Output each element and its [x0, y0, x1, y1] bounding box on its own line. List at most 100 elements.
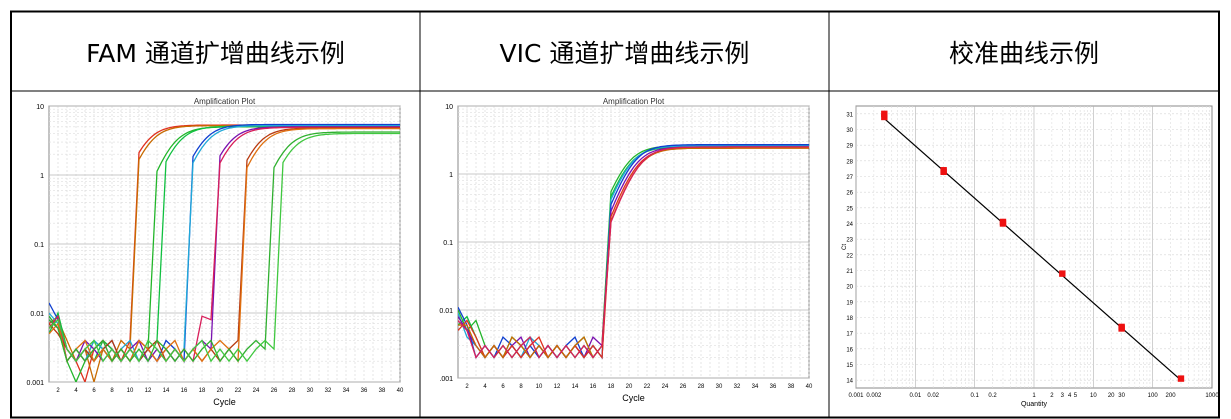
series-group [49, 123, 400, 382]
x-tick-label: 1 [1032, 393, 1036, 399]
header-vic: VIC 通道扩增曲线示例 [499, 38, 750, 68]
x-tick-label: 4 [74, 388, 78, 394]
x-tick-label: 34 [343, 388, 350, 394]
y-tick-label: 31 [846, 112, 853, 118]
x-tick-label: 0.1 [970, 393, 979, 399]
standard-curve-fit-line [883, 118, 1182, 381]
x-tick-label: 0.01 [909, 393, 921, 399]
x-tick-label: 6 [92, 388, 96, 394]
x-tick-label: 10 [127, 388, 134, 394]
series-group [458, 144, 809, 360]
x-tick-label: 10 [536, 384, 543, 390]
x-tick-label: 34 [752, 384, 759, 390]
y-tick-label: .001 [439, 376, 453, 383]
series-line [458, 145, 809, 360]
vic-amplification-panel: Amplification Plot 10 1 0.1 0.01.001 2 4 6 8 10 12… [425, 92, 825, 417]
y-tick-label: 0.001 [26, 380, 44, 387]
x-tick-label: 12 [145, 388, 152, 394]
x-tick-label: 18 [608, 384, 615, 390]
x-tick-label: 36 [361, 388, 368, 394]
x-tick-label: 100 [1148, 393, 1159, 399]
x-tick-label: 30 [716, 384, 723, 390]
x-tick-label: 0.001 [848, 393, 864, 399]
x-tick-label: 32 [325, 388, 332, 394]
x-tick-label: 20 [217, 388, 224, 394]
plot-title: Amplification Plot [194, 97, 256, 106]
y-tick-label: 0.1 [443, 240, 453, 247]
data-point [1118, 325, 1125, 332]
y-tick-label: 20 [846, 285, 853, 291]
x-tick-label: 0.2 [988, 393, 997, 399]
x-tick-label: 38 [788, 384, 795, 390]
x-tick-label: 1000 [1205, 393, 1219, 399]
x-tick-label: 14 [572, 384, 579, 390]
series-line [49, 132, 400, 363]
x-tick-label: 28 [289, 388, 296, 394]
x-tick-label: 22 [644, 384, 651, 390]
x-tick-label: 32 [734, 384, 741, 390]
x-tick-label: 26 [680, 384, 687, 390]
x-tick-label: 0.02 [927, 393, 939, 399]
x-tick-label: 24 [253, 388, 260, 394]
x-tick-label: 2 [465, 384, 469, 390]
x-axis-label: Quantity [1021, 401, 1048, 408]
x-tick-label: 30 [1118, 393, 1125, 399]
y-tick-label: 26 [846, 191, 853, 197]
y-tick-label: 19 [846, 300, 853, 306]
y-tick-label: 10 [445, 104, 453, 111]
data-point [881, 110, 888, 118]
series-line [458, 144, 809, 360]
data-point [940, 167, 947, 174]
x-tick-label: 22 [235, 388, 242, 394]
plot-title: Amplification Plot [603, 97, 665, 106]
fam-amplification-panel: Amplification Plot 10 1 0.1 0.01 0.001 2 4 6 8 10 1… [16, 92, 416, 417]
y-tick-label: 1 [40, 173, 44, 180]
y-tick-label: 1 [449, 172, 453, 179]
x-tick-label: 8 [110, 388, 114, 394]
x-tick-label: 20 [626, 384, 633, 390]
y-tick-label: 27 [846, 175, 853, 181]
x-tick-label: 3 [1061, 393, 1065, 399]
x-tick-label: 0.002 [866, 393, 882, 399]
x-tick-label: 8 [519, 384, 523, 390]
x-tick-label: 28 [698, 384, 705, 390]
data-point [999, 220, 1007, 227]
y-tick-label: 0.01 [439, 308, 453, 315]
data-point [1177, 375, 1185, 382]
y-tick-label: 10 [36, 104, 44, 111]
y-tick-label: 29 [846, 144, 853, 150]
x-axis-label: Cycle [213, 397, 236, 407]
x-tick-label: 30 [307, 388, 314, 394]
x-tick-label: 40 [806, 384, 813, 390]
x-tick-label: 38 [379, 388, 386, 394]
data-point [1059, 270, 1066, 277]
x-tick-label: 5 [1074, 393, 1078, 399]
x-tick-label: 20 [1108, 393, 1115, 399]
series-line [458, 146, 809, 359]
y-tick-label: 18 [846, 316, 853, 322]
y-tick-label: 24 [846, 222, 853, 228]
x-tick-label: 2 [1050, 393, 1054, 399]
y-tick-label: 22 [846, 253, 853, 259]
x-tick-label: 26 [271, 388, 278, 394]
x-tick-label: 12 [554, 384, 561, 390]
y-tick-label: 14 [846, 379, 853, 385]
x-tick-label: 18 [199, 388, 206, 394]
x-tick-label: 36 [770, 384, 777, 390]
x-tick-label: 16 [590, 384, 597, 390]
calibration-panel: 14 15 16 17 18 19 20 21 22 23 24 25 26 27 28 29 30 31 0.00… [832, 92, 1219, 417]
x-tick-label: 4 [1068, 393, 1072, 399]
y-axis-label: Ct [842, 244, 848, 250]
series-line [49, 124, 400, 363]
y-tick-label: 17 [846, 332, 853, 338]
y-tick-label: 28 [846, 159, 853, 165]
x-tick-label: 10 [1090, 393, 1097, 399]
series-line [49, 123, 400, 364]
x-tick-label: 40 [397, 388, 404, 394]
x-tick-label: 2 [56, 388, 60, 394]
x-tick-label: 4 [483, 384, 487, 390]
